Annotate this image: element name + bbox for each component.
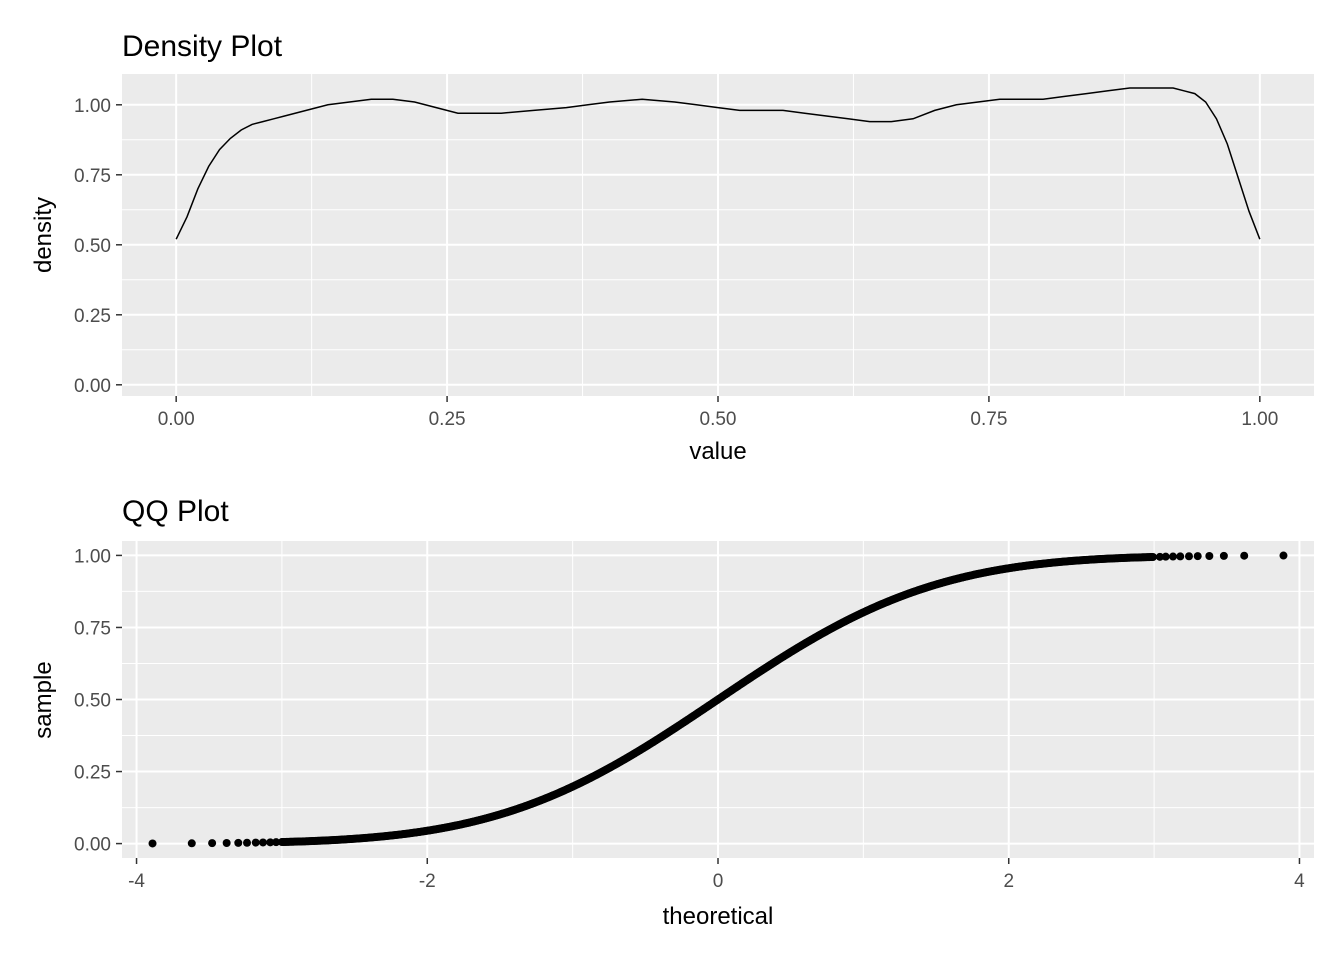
density-x-tick-label: 0.25 (429, 409, 466, 430)
density-y-tick-label: 0.50 (74, 236, 111, 257)
density-y-tick-label: 0.25 (74, 306, 111, 327)
qq-y-tick-label: 0.25 (74, 763, 111, 784)
qq-ticks: -4 -2 0 2 4 0.00 0.25 0.50 0.75 1.00 (74, 546, 1305, 892)
qq-point (148, 839, 157, 848)
density-x-tick-label: 0.50 (700, 409, 737, 430)
qq-point (1161, 552, 1170, 561)
qq-x-tick-label: -4 (128, 871, 145, 892)
qq-y-tick-label: 0.00 (74, 835, 111, 856)
qq-point (1279, 551, 1288, 560)
qq-point (1155, 552, 1164, 561)
qq-x-tick-label: -2 (419, 871, 436, 892)
qq-point (266, 838, 275, 847)
density-x-axis-title: value (689, 438, 746, 465)
qq-y-tick-label: 0.75 (74, 618, 111, 639)
qq-points (148, 551, 1288, 848)
density-x-tick-label: 1.00 (1241, 409, 1278, 430)
qq-point (1219, 551, 1228, 560)
qq-point (1176, 552, 1185, 561)
qq-point (1184, 552, 1193, 561)
density-grid (122, 74, 1314, 396)
qq-y-tick-label: 0.50 (74, 691, 111, 712)
qq-point (1205, 551, 1214, 560)
qq-point (187, 839, 196, 848)
qq-point (1148, 552, 1157, 561)
qq-point (1169, 552, 1177, 561)
qq-y-axis-title: sample (30, 661, 57, 738)
qq-point (251, 838, 260, 847)
qq-point (1240, 551, 1249, 560)
density-x-tick-label: 0.00 (158, 409, 195, 430)
density-y-axis-title: density (30, 197, 57, 273)
density-x-tick-label: 0.75 (970, 409, 1007, 430)
qq-plot-title: QQ Plot (122, 495, 229, 528)
density-ticks: 0.00 0.25 0.50 0.75 1.00 0.00 0.25 0.50 0.75 1.00 (74, 96, 1278, 430)
density-y-tick-label: 0.00 (74, 376, 111, 397)
qq-point (259, 838, 267, 847)
qq-point (272, 838, 281, 847)
qq-x-axis-title: theoretical (663, 903, 774, 930)
qq-x-tick-label: 4 (1294, 871, 1305, 892)
qq-point (1193, 552, 1202, 561)
density-y-tick-label: 0.75 (74, 166, 111, 187)
qq-point (234, 838, 243, 847)
qq-point (208, 839, 217, 848)
density-curve (175, 87, 1261, 240)
qq-point (222, 839, 231, 848)
density-y-tick-label: 1.00 (74, 96, 111, 117)
qq-x-tick-label: 2 (1003, 871, 1014, 892)
qq-point (243, 838, 252, 847)
density-plot-title: Density Plot (122, 30, 283, 63)
qq-x-tick-label: 0 (713, 871, 724, 892)
qq-y-tick-label: 1.00 (74, 546, 111, 567)
